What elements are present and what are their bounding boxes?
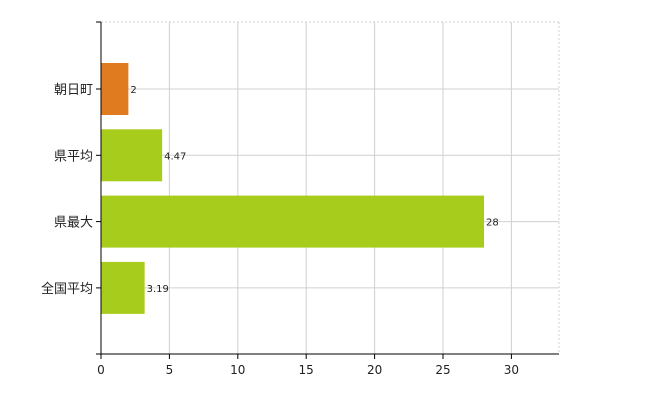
bars [101, 63, 485, 314]
x-tick-label-0: 0 [97, 363, 105, 377]
bar-1 [101, 129, 163, 182]
grid-lines [101, 21, 560, 354]
x-tick-label-4: 20 [367, 363, 382, 377]
data-label-0: 2 [130, 85, 136, 96]
data-label-3: 3.19 [147, 284, 169, 295]
category-label-0: 朝日町 [54, 83, 93, 98]
labels: 2 朝日町 4.47 県平均 28 県最大 3.19 全国平均 0 5 10 15 20 25 30 [41, 83, 519, 377]
data-label-1: 4.47 [164, 151, 186, 162]
x-tick-label-3: 15 [299, 363, 314, 377]
bar-3 [101, 261, 145, 314]
x-tick-label-5: 25 [435, 363, 450, 377]
x-tick-label-2: 10 [230, 363, 245, 377]
bar-0 [101, 63, 129, 115]
x-tick-label-1: 5 [166, 363, 174, 377]
axes [96, 21, 559, 359]
category-label-2: 県最大 [54, 216, 93, 231]
x-tick-label-6: 30 [504, 363, 519, 377]
category-label-1: 県平均 [54, 149, 93, 164]
bar-2 [101, 195, 485, 248]
category-label-3: 全国平均 [41, 281, 93, 297]
data-label-2: 28 [486, 218, 499, 229]
